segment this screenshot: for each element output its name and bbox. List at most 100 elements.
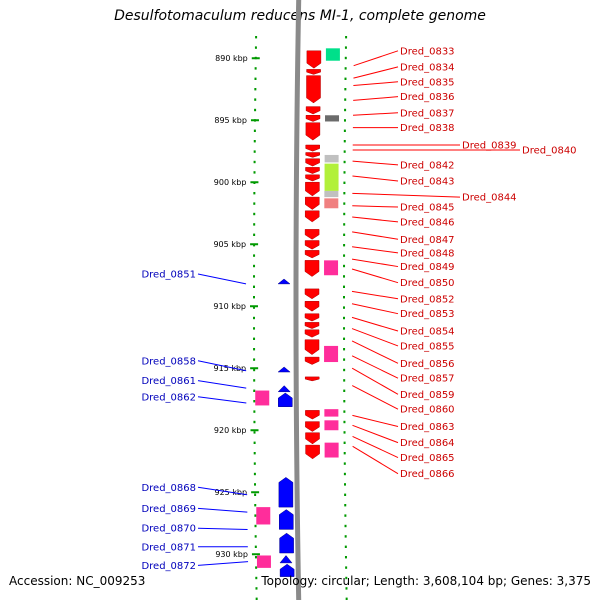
forward-gene-block	[304, 260, 320, 277]
track-dot	[253, 316, 256, 320]
track-dot	[254, 108, 257, 112]
track-dot	[253, 327, 256, 330]
track-dot	[253, 192, 256, 195]
forward-gene-block	[305, 106, 321, 115]
scale-tick-label: 920 kbp	[214, 426, 247, 435]
track-dot	[343, 181, 346, 184]
track-dot	[253, 410, 256, 413]
annotation-feature	[324, 163, 339, 191]
track-dot	[254, 514, 257, 517]
forward-gene-label: Dred_0836	[400, 92, 455, 103]
forward-gene-leader	[351, 385, 399, 410]
forward-gene-block	[305, 144, 320, 152]
track-dot	[253, 472, 256, 476]
forward-gene-block	[305, 167, 320, 174]
reverse-gene-leader	[197, 527, 248, 530]
forward-gene-block	[304, 229, 320, 240]
forward-gene-block	[305, 158, 320, 167]
forward-gene-label: Dred_0860	[400, 405, 455, 416]
forward-gene-leader	[351, 303, 399, 315]
forward-gene-block	[306, 50, 322, 69]
annotation-feature	[324, 154, 339, 163]
forward-gene-block	[304, 329, 320, 338]
track-dot	[344, 67, 347, 70]
track-dot	[343, 296, 346, 299]
reverse-gene-label: Dred_0861	[141, 376, 196, 387]
track-dot	[343, 441, 346, 444]
forward-gene-label: Dred_0834	[400, 62, 455, 73]
forward-gene-label: Dred_0839	[462, 141, 517, 152]
track-dot	[254, 493, 257, 496]
reverse-gene-block	[277, 278, 291, 285]
track-dot	[343, 202, 346, 205]
annotation-feature	[325, 48, 340, 61]
track-dot	[343, 233, 346, 236]
forward-gene-block	[304, 210, 320, 223]
track-dot	[343, 358, 346, 361]
track-dot	[253, 254, 256, 257]
forward-gene-label: Dred_0852	[400, 294, 455, 305]
forward-gene-label: Dred_0846	[400, 217, 455, 228]
forward-gene-leader	[352, 112, 399, 116]
track-dot	[254, 98, 257, 101]
track-dot	[253, 368, 256, 372]
annotation-feature	[324, 409, 339, 417]
forward-gene-block	[305, 115, 321, 122]
track-dot	[343, 452, 346, 455]
track-dot	[343, 244, 346, 247]
track-dot	[343, 400, 346, 403]
annotation-feature	[324, 260, 339, 276]
reverse-gene-block	[279, 563, 295, 577]
forward-gene-label: Dred_0863	[400, 422, 455, 433]
forward-gene-block	[306, 75, 321, 104]
forward-gene-block	[304, 288, 320, 300]
gene-label-layer: Dred_0833 Dred_0834 Dred_0835 Dred_0836 Dred…	[141, 46, 576, 572]
forward-gene-leader	[352, 424, 399, 444]
track-dot	[253, 202, 256, 205]
reverse-gene-label: Dred_0869	[141, 504, 196, 515]
track-dot	[254, 77, 257, 80]
track-dot	[255, 576, 258, 580]
track-dot	[254, 535, 257, 538]
forward-gene-block	[305, 122, 321, 141]
forward-gene-leader	[352, 435, 399, 458]
forward-gene-block	[305, 432, 320, 445]
track-dot	[253, 420, 256, 424]
track-dot	[344, 77, 347, 80]
track-dot	[254, 545, 257, 548]
forward-gene-leader	[352, 414, 399, 428]
track-dot	[255, 566, 258, 569]
track-dot	[343, 119, 346, 122]
track-dot	[344, 46, 347, 49]
forward-gene-label: Dred_0856	[400, 359, 455, 370]
reverse-gene-leader	[197, 561, 249, 566]
forward-gene-block	[305, 181, 320, 197]
reverse-gene-leader	[197, 360, 247, 372]
track-dot	[253, 452, 256, 455]
scale-tick-layer: 890 kbp 895 kbp 900 kbp 905 kbp 910 kbp 915 k…	[213, 54, 260, 559]
forward-gene-leader	[352, 192, 461, 198]
forward-gene-leader	[352, 445, 399, 475]
track-dot	[345, 587, 348, 590]
forward-gene-leader	[351, 355, 399, 379]
track-dot	[344, 483, 347, 486]
track-dot	[255, 36, 258, 39]
track-dot	[345, 576, 348, 580]
reverse-gene-block	[279, 509, 294, 530]
track-dot	[343, 316, 346, 320]
forward-gene-leader	[351, 367, 399, 395]
track-dot	[343, 368, 346, 372]
track-dot	[344, 108, 347, 112]
track-dot	[253, 285, 256, 288]
forward-gene-leader	[352, 246, 399, 254]
forward-gene-label: Dred_0838	[400, 123, 455, 134]
reverse-gene-block	[279, 532, 294, 554]
forward-gene-block	[304, 339, 320, 355]
forward-gene-block	[305, 444, 320, 460]
forward-gene-label: Dred_0853	[400, 309, 455, 320]
annotation-feature	[324, 198, 339, 209]
track-dot	[254, 483, 257, 486]
scale-tick-label: 915 kbp	[214, 364, 247, 373]
forward-gene-label: Dred_0864	[400, 438, 455, 449]
